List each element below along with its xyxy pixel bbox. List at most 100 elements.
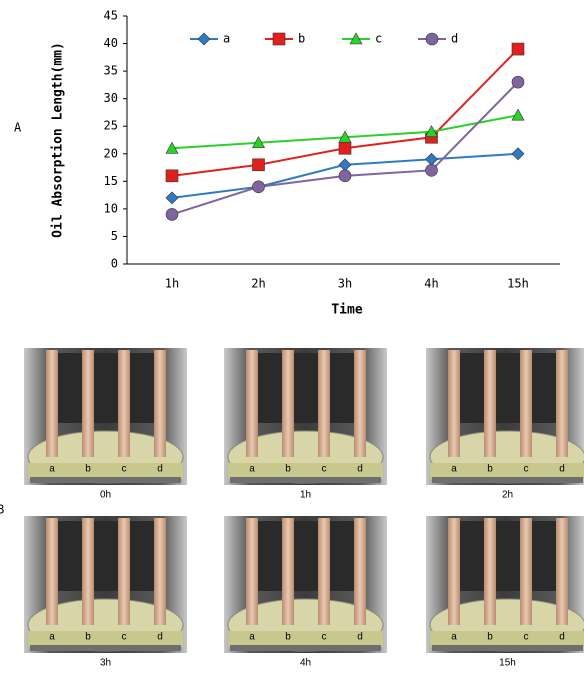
photo: a b c d 1h (224, 348, 387, 501)
marker (166, 208, 178, 220)
tube-label: c (524, 464, 529, 475)
tube-label: c (322, 464, 327, 475)
photo-caption: 4h (300, 658, 311, 669)
tube (282, 350, 294, 457)
y-tick-label: 40 (104, 36, 118, 50)
marker (253, 181, 265, 193)
tube-label: b (487, 464, 493, 475)
wall (49, 521, 164, 591)
wall (451, 353, 566, 423)
wall (49, 353, 164, 423)
tube-label: b (85, 464, 91, 475)
tube-label: c (122, 464, 127, 475)
legend-label: c (375, 32, 382, 46)
y-tick-label: 35 (104, 64, 118, 78)
tube (318, 518, 330, 625)
marker (512, 43, 524, 55)
tube-label: d (157, 632, 163, 643)
panel-label: B (0, 503, 4, 517)
photo-caption: 2h (502, 490, 513, 501)
tube (448, 518, 460, 625)
dish-base (432, 645, 583, 651)
tube (118, 518, 130, 625)
y-tick-label: 20 (104, 146, 118, 160)
y-tick-label: 30 (104, 91, 118, 105)
tube-label: a (49, 464, 55, 475)
marker (339, 142, 351, 154)
y-tick-label: 5 (111, 229, 118, 243)
dish-base (30, 645, 181, 651)
tube-label: b (85, 632, 91, 643)
photo: a b c d 3h (24, 516, 187, 669)
x-tick-label: 4h (424, 277, 438, 291)
tube-label: c (524, 632, 529, 643)
tube (354, 350, 366, 457)
tube (354, 518, 366, 625)
legend-label: a (223, 32, 230, 46)
tube (556, 350, 568, 457)
marker (426, 153, 438, 165)
tube (520, 350, 532, 457)
tube (520, 518, 532, 625)
x-tick-label: 2h (251, 277, 265, 291)
tube (46, 350, 58, 457)
tube-label: b (487, 632, 493, 643)
tube-label: b (285, 464, 291, 475)
marker (512, 148, 524, 160)
tube (118, 350, 130, 457)
tube (82, 350, 94, 457)
wall (451, 521, 566, 591)
tube-label: a (49, 632, 55, 643)
marker (426, 164, 438, 176)
marker (339, 170, 351, 182)
tube (154, 518, 166, 625)
tube-label: c (322, 632, 327, 643)
dish-base (432, 477, 583, 483)
wall (249, 353, 364, 423)
tube (46, 518, 58, 625)
marker (253, 159, 265, 171)
tube (484, 518, 496, 625)
tube-label: a (249, 632, 255, 643)
x-axis-label: Time (331, 303, 362, 318)
tube-label: a (249, 464, 255, 475)
tube-label: a (451, 464, 457, 475)
figure: A B Oil Absorption Length(mm) Time 05101… (0, 0, 584, 673)
dish-base (230, 477, 381, 483)
tube (484, 350, 496, 457)
tube-label: c (122, 632, 127, 643)
marker (166, 192, 178, 204)
tube (246, 350, 258, 457)
y-axis-label: Oil Absorption Length(mm) (51, 42, 66, 238)
marker (339, 159, 351, 171)
tube (282, 518, 294, 625)
tube-label: d (357, 464, 363, 475)
tube-label: a (451, 632, 457, 643)
x-tick-label: 3h (338, 277, 352, 291)
y-tick-label: 45 (104, 9, 118, 23)
dish-base (30, 477, 181, 483)
tube (556, 518, 568, 625)
marker (512, 76, 524, 88)
tube (246, 518, 258, 625)
y-tick-label: 0 (111, 257, 118, 271)
panel-label: A (14, 121, 22, 135)
tube (154, 350, 166, 457)
legend-marker (273, 33, 285, 45)
tube (318, 350, 330, 457)
x-tick-label: 15h (507, 277, 529, 291)
legend-label: b (298, 32, 305, 46)
y-tick-label: 25 (104, 119, 118, 133)
tube-label: b (285, 632, 291, 643)
legend-marker (426, 33, 438, 45)
legend-label: d (451, 32, 458, 46)
photo-caption: 1h (300, 490, 311, 501)
tube (82, 518, 94, 625)
photo-caption: 0h (100, 490, 111, 501)
wall (249, 521, 364, 591)
photo-caption: 3h (100, 658, 111, 669)
